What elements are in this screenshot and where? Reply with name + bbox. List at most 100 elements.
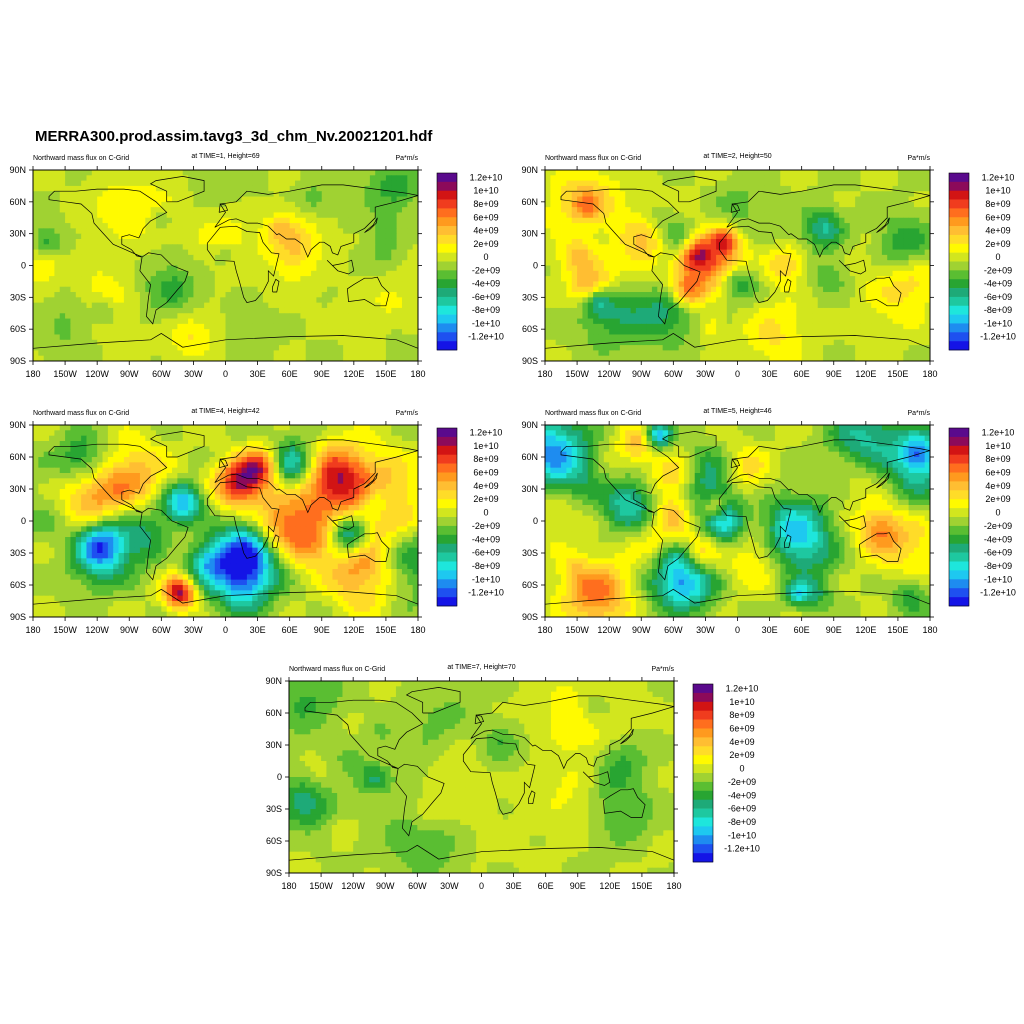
field-cell	[737, 260, 744, 266]
lon-tick-label: 90W	[120, 369, 139, 379]
field-cell	[375, 244, 381, 250]
field-cell	[684, 207, 690, 213]
field-cell	[662, 180, 669, 187]
field-cell	[860, 323, 867, 330]
lon-tick-label: 120E	[343, 369, 364, 379]
field-cell	[700, 223, 706, 229]
field-cell	[726, 318, 733, 325]
field-cell	[65, 270, 71, 277]
field-cell	[327, 302, 333, 309]
field-cell	[828, 217, 835, 224]
field-cell	[545, 175, 551, 182]
field-cell	[316, 185, 323, 192]
field-cell	[881, 196, 888, 203]
field-cell	[614, 260, 621, 266]
field-cell	[545, 201, 551, 208]
field-cell	[908, 201, 915, 208]
field-cell	[311, 270, 317, 277]
field-cell	[833, 313, 840, 319]
field-cell	[268, 212, 275, 219]
field-cell	[828, 313, 835, 319]
field-cell	[790, 249, 797, 256]
field-cell	[758, 175, 765, 182]
field-cell	[913, 292, 920, 298]
field-cell	[278, 212, 285, 219]
field-cell	[214, 329, 221, 335]
field-cell	[385, 286, 392, 293]
field-cell	[587, 318, 594, 325]
field-cell	[118, 196, 125, 203]
field-cell	[721, 260, 728, 266]
field-cell	[694, 191, 701, 197]
field-cell	[284, 212, 291, 219]
field-cell	[860, 207, 867, 213]
field-cell	[694, 281, 701, 288]
field-cell	[913, 170, 920, 176]
field-cell	[748, 201, 754, 208]
field-cell	[86, 329, 93, 335]
field-cell	[678, 313, 685, 319]
field-cell	[139, 302, 146, 309]
field-cell	[619, 334, 626, 341]
field-cell	[81, 249, 87, 256]
field-cell	[198, 297, 205, 304]
field-cell	[204, 170, 210, 176]
field-cell	[380, 249, 387, 256]
field-cell	[785, 313, 792, 319]
field-cell	[278, 292, 285, 298]
field-cell	[81, 276, 87, 282]
field-cell	[113, 254, 119, 261]
field-cell	[166, 223, 173, 229]
field-cell	[182, 207, 189, 213]
field-cell	[855, 292, 861, 298]
field-cell	[150, 238, 157, 245]
field-cell	[166, 307, 173, 314]
field-cell	[913, 307, 920, 314]
field-cell	[59, 297, 66, 304]
field-cell	[839, 297, 845, 304]
field-cell	[796, 196, 803, 203]
field-cell	[246, 180, 253, 187]
field-cell	[897, 313, 904, 319]
field-cell	[107, 329, 114, 335]
field-cell	[236, 228, 242, 235]
field-cell	[849, 286, 856, 293]
field-cell	[603, 238, 610, 245]
field-cell	[673, 323, 680, 330]
field-cell	[364, 191, 371, 197]
field-cell	[913, 244, 920, 250]
field-cell	[332, 185, 339, 192]
field-cell	[545, 270, 551, 277]
field-cell	[625, 334, 631, 341]
field-cell	[300, 249, 307, 256]
field-cell	[849, 276, 856, 282]
field-cell	[327, 207, 333, 213]
field-cell	[65, 313, 71, 319]
field-cell	[150, 334, 157, 341]
field-cell	[257, 318, 264, 325]
field-cell	[177, 217, 184, 224]
field-cell	[603, 217, 610, 224]
field-cell	[651, 212, 658, 219]
field-cell	[689, 334, 696, 341]
field-cell	[673, 318, 680, 325]
field-cell	[892, 233, 899, 240]
field-cell	[172, 339, 178, 346]
field-cell	[316, 281, 323, 288]
field-cell	[172, 276, 178, 282]
field-cell	[33, 297, 39, 304]
field-cell	[635, 180, 642, 187]
field-cell	[246, 185, 253, 192]
field-cell	[252, 260, 258, 266]
field-cell	[657, 212, 664, 219]
field-cell	[316, 297, 323, 304]
field-cell	[635, 175, 642, 182]
colorbar-label: 1e+10	[473, 186, 498, 196]
field-cell	[871, 318, 877, 325]
field-cell	[619, 223, 626, 229]
field-cell	[646, 180, 653, 187]
field-cell	[839, 292, 845, 298]
field-cell	[662, 254, 669, 261]
field-cell	[555, 297, 562, 304]
field-cell	[278, 201, 285, 208]
